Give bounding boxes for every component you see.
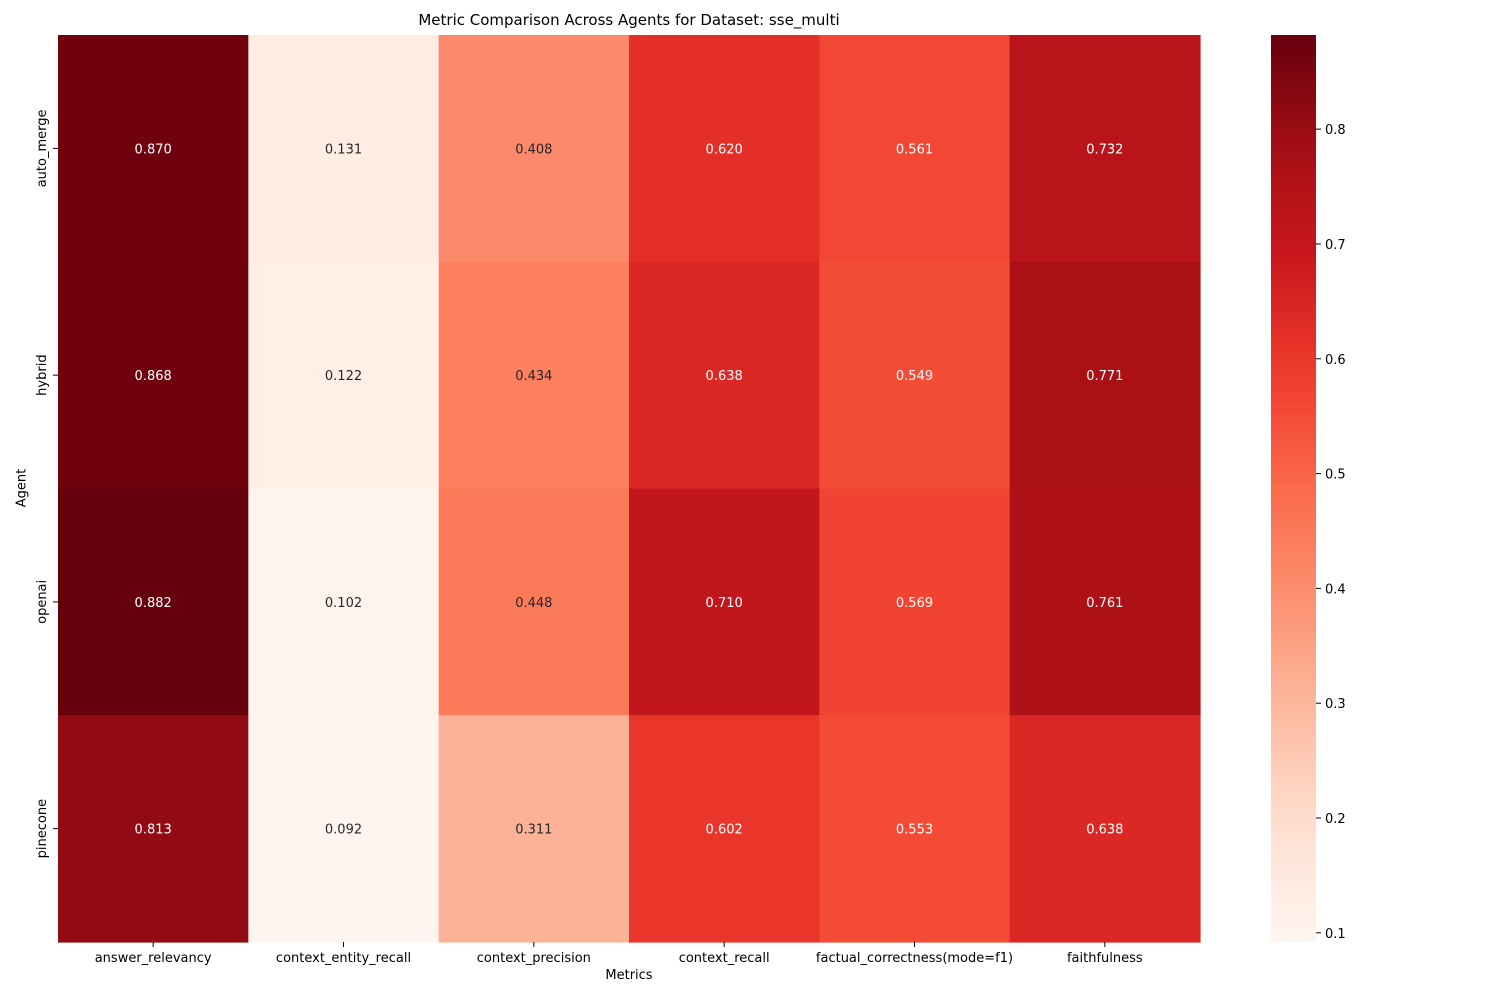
cell-value-label: 0.434 <box>515 369 552 384</box>
heatmap-cell <box>248 488 440 716</box>
cell-value-label: 0.710 <box>706 596 743 611</box>
chart-title: Metric Comparison Across Agents for Data… <box>418 11 840 29</box>
cell-value-label: 0.448 <box>515 596 552 611</box>
cell-value-label: 0.761 <box>1086 596 1123 611</box>
heatmap-cell <box>58 488 249 716</box>
heatmap-cell <box>1009 261 1201 490</box>
cell-value-label: 0.549 <box>896 369 933 384</box>
heatmap-cell <box>1009 488 1201 716</box>
colorbar-tick-label: 0.4 <box>1325 582 1346 597</box>
cell-value-label: 0.638 <box>1086 823 1123 838</box>
heatmap-cell <box>58 261 249 490</box>
y-axis-label: Agent <box>14 468 30 508</box>
heatmap-cell <box>819 715 1011 943</box>
x-tick-label: answer_relevancy <box>95 951 212 966</box>
colorbar-tick-label: 0.8 <box>1325 123 1346 138</box>
colorbar <box>1271 35 1316 942</box>
cell-value-label: 0.122 <box>325 369 362 384</box>
y-tick-label: auto_merge <box>35 109 50 187</box>
colorbar-tick-label: 0.1 <box>1325 927 1346 942</box>
heatmap-cell <box>438 35 630 263</box>
x-tick-label: context_recall <box>679 951 770 966</box>
heatmap-cell <box>629 35 820 263</box>
colorbar-tick-label: 0.3 <box>1325 697 1346 712</box>
colorbar-tick-label: 0.2 <box>1325 812 1346 827</box>
y-tick-label: pinecone <box>35 799 50 858</box>
heatmap-cell <box>819 261 1011 490</box>
cell-value-label: 0.408 <box>515 142 552 157</box>
cell-value-label: 0.771 <box>1086 369 1123 384</box>
heatmap-cell <box>819 488 1011 716</box>
heatmap-cell <box>1009 35 1201 263</box>
heatmap-cell <box>629 488 820 716</box>
cell-value-label: 0.882 <box>135 596 172 611</box>
x-tick-label: context_entity_recall <box>276 951 411 966</box>
cell-value-label: 0.868 <box>135 369 172 384</box>
heatmap-cell <box>629 261 820 490</box>
heatmap-cell <box>248 261 440 490</box>
cell-value-label: 0.569 <box>896 596 933 611</box>
heatmap-cell <box>248 35 440 263</box>
cell-value-label: 0.561 <box>896 142 933 157</box>
heatmap-cell <box>248 715 440 943</box>
y-tick-label: openai <box>35 580 50 624</box>
cell-value-label: 0.870 <box>135 142 172 157</box>
x-tick-label: factual_correctness(mode=f1) <box>816 951 1013 966</box>
cell-value-label: 0.638 <box>706 369 743 384</box>
x-tick-label: context_precision <box>477 951 591 966</box>
y-tick-label: hybrid <box>35 354 50 395</box>
cell-value-label: 0.602 <box>706 823 743 838</box>
heatmap-cell <box>438 715 630 943</box>
heatmap-cell <box>1009 715 1201 943</box>
colorbar-tick-label: 0.5 <box>1325 468 1346 483</box>
x-tick-label: faithfulness <box>1067 951 1143 966</box>
heatmap-cell <box>629 715 820 943</box>
heatmap-cell <box>438 488 630 716</box>
heatmap-cell <box>58 715 249 943</box>
cell-value-label: 0.102 <box>325 596 362 611</box>
colorbar-tick-label: 0.7 <box>1325 238 1346 253</box>
cell-value-label: 0.732 <box>1086 142 1123 157</box>
x-axis-label: Metrics <box>605 968 653 983</box>
cell-value-label: 0.131 <box>325 142 362 157</box>
colorbar-tick-label: 0.6 <box>1325 353 1346 368</box>
cell-value-label: 0.311 <box>515 823 552 838</box>
cell-value-label: 0.813 <box>135 823 172 838</box>
heatmap-cell <box>58 35 249 263</box>
cell-value-label: 0.092 <box>325 823 362 838</box>
heatmap-cell <box>438 261 630 490</box>
cell-value-label: 0.620 <box>706 142 743 157</box>
cell-value-label: 0.553 <box>896 823 933 838</box>
heatmap-cell <box>819 35 1011 263</box>
